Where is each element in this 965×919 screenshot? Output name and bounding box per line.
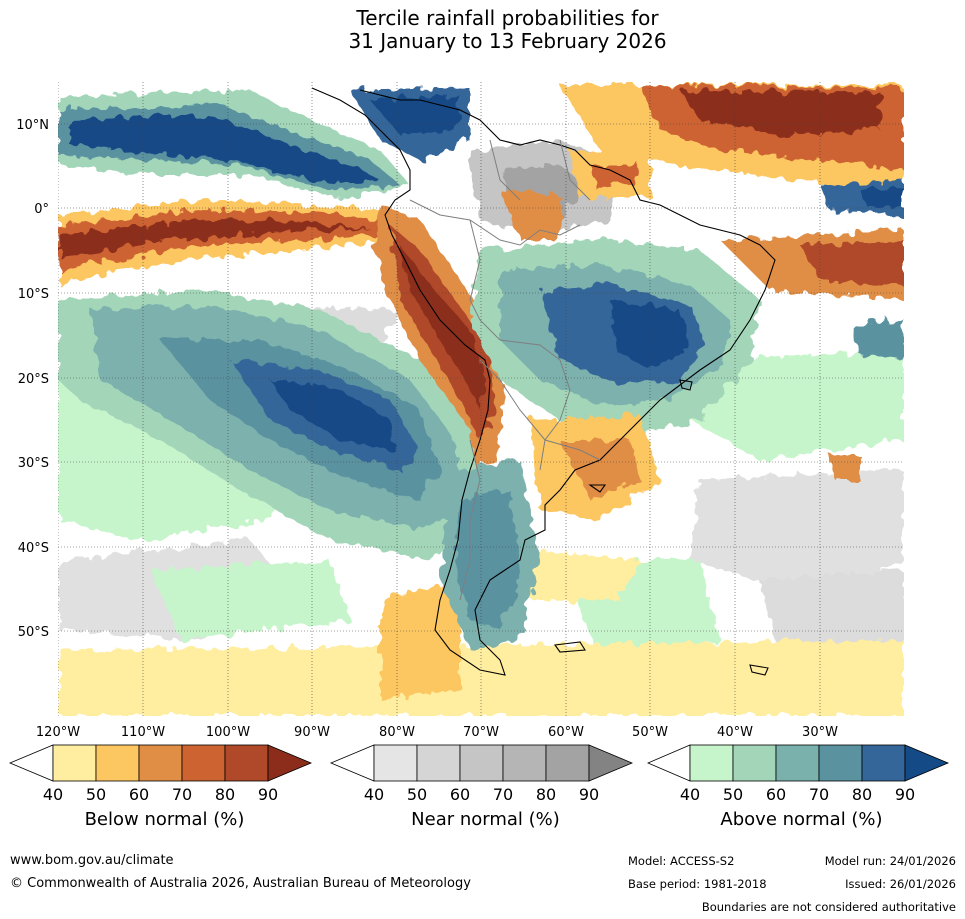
lon-label: 50°W [632,725,668,740]
legend-tick-label: 60 [766,785,786,804]
lon-label: 120°W [36,725,80,740]
map-title-line-1: Tercile rainfall probabilities for [356,6,659,30]
legend-swatch [181,744,226,782]
issued-date: Issued: 26/01/2026 [845,877,956,891]
legend-high-extension [588,744,634,782]
lat-label: 10°S [18,287,49,302]
country-borders [409,139,601,601]
lon-label: 90°W [294,725,330,740]
legend-swatch [224,744,269,782]
legend-swatch [818,744,863,782]
legend-high-extension [904,744,950,782]
lon-label: 70°W [463,725,499,740]
coastline [311,87,776,676]
legend-swatch [138,744,183,782]
legend-tick-label: 80 [852,785,872,804]
probability-field [58,82,904,716]
copyright-notice: © Commonwealth of Australia 2026, Austra… [10,876,471,891]
legend-title: Below normal (%) [85,809,245,830]
legend-title: Near normal (%) [411,809,560,830]
legend-tick-label: 70 [172,785,192,804]
lat-label: 30°S [18,456,49,471]
lat-label: 20°S [18,372,49,387]
legend-low-extension [8,744,54,782]
legend-tick-label: 90 [258,785,278,804]
legend-swatch [732,744,777,782]
legend-swatch [861,744,906,782]
legend-swatch [775,744,820,782]
legend-tick-label: 90 [895,785,915,804]
legend-low-extension [329,744,375,782]
legend-below-normal: 40 50 60 70 80 90 Below normal (%) [8,744,313,830]
legend-near-normal: 40 50 60 70 80 90 Near normal (%) [329,744,634,830]
legend-tick-label: 60 [450,785,470,804]
legend-tick-label: 80 [215,785,235,804]
lon-label: 60°W [548,725,584,740]
model-run-date: Model run: 24/01/2026 [824,854,956,868]
legend-tick-label: 40 [364,785,384,804]
lon-label: 100°W [206,725,250,740]
lat-label: 50°S [18,625,49,640]
legend-tick-label: 50 [407,785,427,804]
lat-label: 40°S [18,541,49,556]
legend-tick-label: 40 [680,785,700,804]
legend-swatch [502,744,547,782]
legend-tick-label: 70 [493,785,513,804]
lon-label: 40°W [717,725,753,740]
lat-label: 0° [34,202,49,217]
legend-above-normal: 40 50 60 70 80 90 Above normal (%) [646,744,950,830]
legend-swatch [416,744,461,782]
legend-tick-label: 60 [129,785,149,804]
lon-label: 110°W [121,725,165,740]
base-period: Base period: 1981-2018 [628,877,767,891]
graticule [58,82,904,716]
legend-tick-label: 90 [579,785,599,804]
legend-swatch [689,744,734,782]
legend-low-extension [646,744,691,782]
website-url[interactable]: www.bom.gov.au/climate [10,853,174,868]
legend-swatch [545,744,590,782]
legend-tick-label: 70 [809,785,829,804]
lon-label: 80°W [379,725,415,740]
boundaries-disclaimer: Boundaries are not considered authoritat… [701,900,956,914]
legend-swatch [52,744,97,782]
legend-high-extension [267,744,313,782]
latitude-labels: 10°N 0° 10°S 20°S 30°S 40°S 50°S [16,118,49,640]
lon-label: 30°W [802,725,838,740]
legend-tick-label: 50 [86,785,106,804]
legend-swatch [373,744,418,782]
model-name: Model: ACCESS-S2 [628,854,735,868]
legend-tick-label: 50 [723,785,743,804]
longitude-labels: 120°W 110°W 100°W 90°W 80°W 70°W 60°W 50… [36,725,838,740]
map-title-line-2: 31 January to 13 February 2026 [348,29,667,53]
legend-title: Above normal (%) [720,809,882,830]
legend-tick-label: 40 [43,785,63,804]
legend-swatch [95,744,140,782]
lat-label: 10°N [16,118,49,133]
legend-tick-label: 80 [536,785,556,804]
legend-swatch [459,744,504,782]
